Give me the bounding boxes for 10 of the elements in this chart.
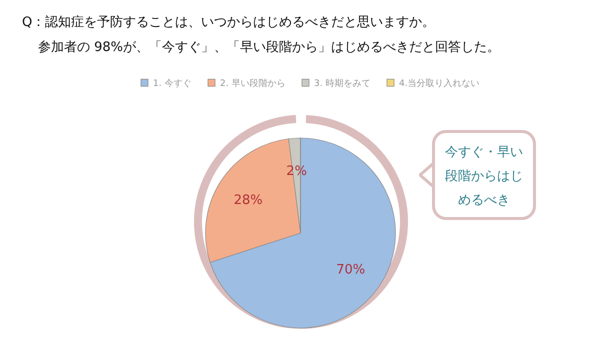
legend-label: 2. 早い段階から [220, 78, 286, 89]
chart-subtitle: 参加者の 98%が、「今すぐ」、「早い段階から」はじめるべきだと回答した。 [38, 39, 500, 56]
legend-label: 1. 今すぐ [153, 78, 192, 89]
chart-title: Q：認知症を予防することは、いつからはじめるべきだと思いますか。 [22, 14, 436, 31]
speech-bubble: 今すぐ・早い段階からはじめるべき [432, 130, 536, 220]
data-label: 70% [336, 262, 366, 278]
legend-label: 4.当分取り入れない [399, 78, 480, 89]
data-label: 28% [234, 192, 263, 208]
legend-label: 3. 時期をみて [314, 78, 370, 89]
data-label: 2% [286, 164, 307, 180]
